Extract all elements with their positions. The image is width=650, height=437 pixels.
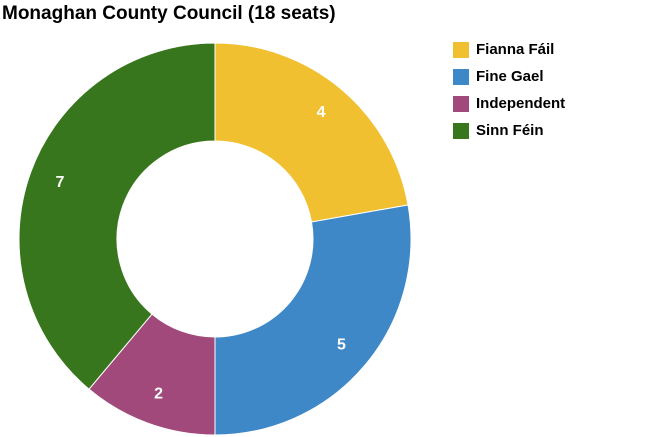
- donut-slice: [18, 42, 216, 390]
- data-label: 7: [55, 174, 64, 191]
- donut-slice: [214, 204, 412, 436]
- data-label: 2: [154, 385, 163, 402]
- legend-swatch: [453, 42, 469, 58]
- legend-swatch: [453, 123, 469, 139]
- legend-label: Independent: [476, 95, 565, 112]
- donut-slice: [214, 42, 409, 223]
- legend-label: Fine Gael: [476, 68, 544, 85]
- chart-title: Monaghan County Council (18 seats): [2, 3, 336, 24]
- legend-swatch: [453, 96, 469, 112]
- data-label: 5: [337, 336, 346, 353]
- legend-swatch: [453, 69, 469, 85]
- legend-label: Sinn Féin: [476, 122, 544, 139]
- data-label: 4: [317, 104, 326, 121]
- legend-label: Fianna Fáil: [476, 41, 554, 58]
